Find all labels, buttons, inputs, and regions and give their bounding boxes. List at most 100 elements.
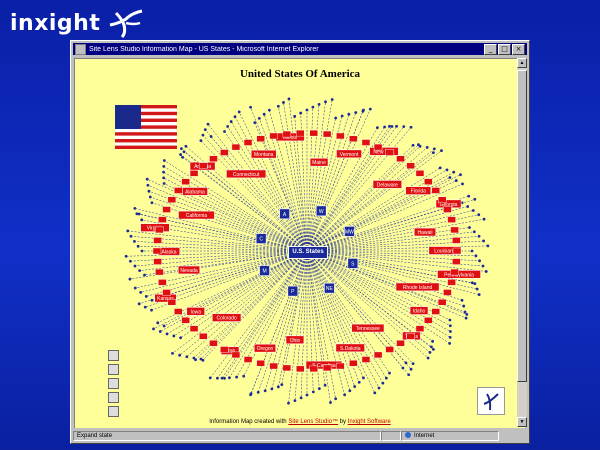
city-node[interactable]: [431, 308, 440, 315]
leaf-node[interactable]: [432, 147, 436, 151]
leaf-node[interactable]: [465, 312, 469, 316]
city-node[interactable]: [396, 340, 405, 347]
city-node[interactable]: [396, 155, 405, 162]
leaf-node[interactable]: [165, 332, 169, 336]
leaf-node[interactable]: [156, 321, 160, 325]
state-node[interactable]: Ohio: [285, 335, 305, 345]
city-node[interactable]: [322, 364, 332, 372]
region-node[interactable]: C: [255, 233, 267, 244]
city-node[interactable]: [174, 187, 183, 194]
leaf-node[interactable]: [181, 155, 184, 159]
leaf-node[interactable]: [235, 375, 239, 379]
leaf-node[interactable]: [144, 295, 148, 298]
leaf-node[interactable]: [438, 166, 442, 170]
leaf-node[interactable]: [179, 153, 183, 156]
leaf-node[interactable]: [150, 298, 154, 302]
leaf-node[interactable]: [317, 102, 321, 106]
state-node[interactable]: Iowa: [186, 307, 206, 316]
leaf-node[interactable]: [323, 383, 327, 387]
leaf-node[interactable]: [293, 399, 297, 403]
city-node[interactable]: [406, 162, 415, 169]
leaf-node[interactable]: [353, 385, 357, 388]
state-node[interactable]: Oregon: [253, 343, 277, 353]
vertical-scrollbar[interactable]: ▲ ▼: [517, 58, 527, 427]
city-node[interactable]: [167, 196, 177, 204]
city-node[interactable]: [424, 178, 433, 185]
leaf-node[interactable]: [425, 146, 429, 149]
minimize-button[interactable]: _: [484, 44, 497, 55]
city-node[interactable]: [450, 226, 459, 234]
state-node[interactable]: Delaware: [372, 180, 403, 189]
leaf-node[interactable]: [233, 115, 237, 119]
leaf-node[interactable]: [276, 104, 280, 108]
state-node[interactable]: Vermont: [336, 149, 362, 159]
city-node[interactable]: [415, 170, 425, 177]
leaf-node[interactable]: [162, 164, 166, 168]
region-node[interactable]: NE: [324, 282, 335, 294]
leaf-node[interactable]: [388, 371, 391, 375]
city-node[interactable]: [373, 351, 383, 359]
state-node[interactable]: Florida: [405, 186, 432, 195]
city-node[interactable]: [152, 247, 162, 255]
city-node[interactable]: [243, 356, 253, 363]
city-node[interactable]: [167, 298, 177, 306]
leaf-node[interactable]: [482, 239, 485, 243]
leaf-node[interactable]: [280, 383, 284, 387]
leaf-node[interactable]: [305, 393, 309, 397]
leaf-node[interactable]: [373, 391, 377, 395]
leaf-node[interactable]: [143, 273, 146, 277]
city-node[interactable]: [158, 216, 167, 223]
leaf-node[interactable]: [428, 351, 432, 354]
leaf-node[interactable]: [347, 112, 351, 116]
city-node[interactable]: [189, 325, 199, 332]
inxight-link[interactable]: Inxight Software: [347, 419, 391, 425]
leaf-node[interactable]: [411, 143, 415, 147]
leaf-node[interactable]: [237, 110, 241, 114]
leaf-node[interactable]: [140, 218, 144, 222]
leaf-node[interactable]: [448, 341, 452, 345]
leaf-node[interactable]: [162, 176, 166, 180]
leaf-node[interactable]: [220, 376, 224, 380]
scroll-up-button[interactable]: ▲: [517, 58, 527, 68]
leaf-node[interactable]: [375, 126, 379, 130]
map-canvas[interactable]: United States Of America W MW S NE P M C A Maine…: [74, 58, 525, 428]
leaf-node[interactable]: [179, 336, 183, 340]
help-tool-icon[interactable]: [108, 406, 119, 417]
leaf-node[interactable]: [180, 147, 183, 151]
city-node[interactable]: [431, 187, 440, 194]
state-node[interactable]: California: [178, 210, 215, 220]
city-node[interactable]: [336, 362, 345, 370]
leaf-node[interactable]: [334, 397, 338, 401]
leaf-node[interactable]: [474, 254, 478, 258]
leaf-node[interactable]: [409, 125, 413, 129]
leaf-node[interactable]: [253, 121, 257, 125]
leaf-node[interactable]: [199, 357, 203, 361]
leaf-node[interactable]: [143, 305, 147, 309]
leaf-node[interactable]: [362, 108, 365, 112]
leaf-node[interactable]: [229, 120, 233, 123]
leaf-node[interactable]: [140, 249, 144, 253]
city-node[interactable]: [385, 346, 394, 353]
leaf-node[interactable]: [257, 116, 261, 120]
state-node[interactable]: Nevada: [177, 265, 201, 275]
leaf-node[interactable]: [390, 125, 394, 128]
leaf-node[interactable]: [330, 98, 334, 101]
leaf-node[interactable]: [340, 114, 344, 118]
leaf-node[interactable]: [470, 249, 474, 253]
leaf-node[interactable]: [482, 217, 486, 221]
leaf-node[interactable]: [150, 308, 153, 312]
leaf-node[interactable]: [249, 105, 252, 109]
city-node[interactable]: [155, 268, 164, 276]
city-node[interactable]: [158, 279, 167, 286]
leaf-node[interactable]: [452, 170, 456, 174]
city-node[interactable]: [209, 340, 218, 347]
leaf-node[interactable]: [209, 135, 213, 138]
city-node[interactable]: [322, 130, 332, 138]
leaf-node[interactable]: [216, 376, 219, 380]
city-node[interactable]: [162, 206, 171, 213]
state-node[interactable]: Montana: [250, 149, 277, 159]
leaf-node[interactable]: [158, 330, 162, 333]
leaf-node[interactable]: [162, 182, 166, 185]
leaf-node[interactable]: [445, 168, 449, 172]
leaf-node[interactable]: [431, 339, 434, 343]
